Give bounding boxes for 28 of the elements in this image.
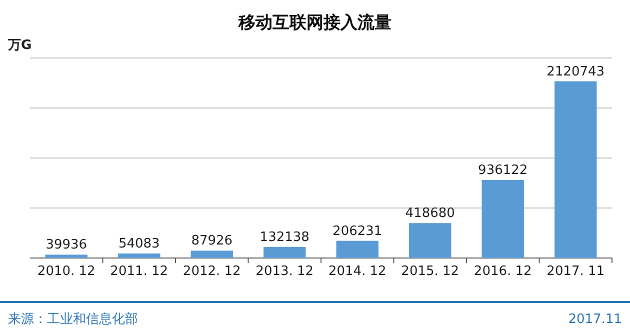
bar — [409, 223, 452, 258]
data-label: 87926 — [191, 234, 233, 249]
bar — [190, 250, 233, 258]
data-label: 2120743 — [546, 64, 605, 80]
source-note: 来源：工业和信息化部 — [8, 312, 138, 327]
x-tick-label: 2015. 12 — [401, 264, 460, 279]
x-tick-label: 2016. 12 — [474, 264, 532, 279]
bar — [482, 180, 524, 258]
x-tick-label: 2013. 12 — [256, 264, 314, 279]
data-label: 54083 — [118, 236, 160, 252]
bar — [118, 253, 160, 258]
bar — [45, 254, 88, 258]
chart-title: 移动互联网接入流量 — [238, 13, 392, 33]
data-label: 936122 — [478, 162, 528, 178]
x-tick-label: 2011. 12 — [110, 264, 168, 279]
data-label: 39936 — [46, 238, 88, 253]
data-label: 418680 — [405, 206, 455, 222]
x-tick-label: 2010. 12 — [37, 264, 96, 279]
x-tick-label: 2017. 11 — [546, 264, 605, 279]
text: 2017.11 — [568, 312, 622, 327]
x-tick-label: 2014. 12 — [328, 264, 386, 279]
data-label: 206231 — [332, 224, 382, 239]
bar — [264, 246, 306, 258]
y-axis-title: 万G — [7, 38, 32, 53]
x-tick-label: 2012. 12 — [182, 264, 241, 279]
data-label: 132138 — [260, 230, 310, 245]
bar — [554, 81, 597, 258]
bar — [336, 240, 378, 258]
